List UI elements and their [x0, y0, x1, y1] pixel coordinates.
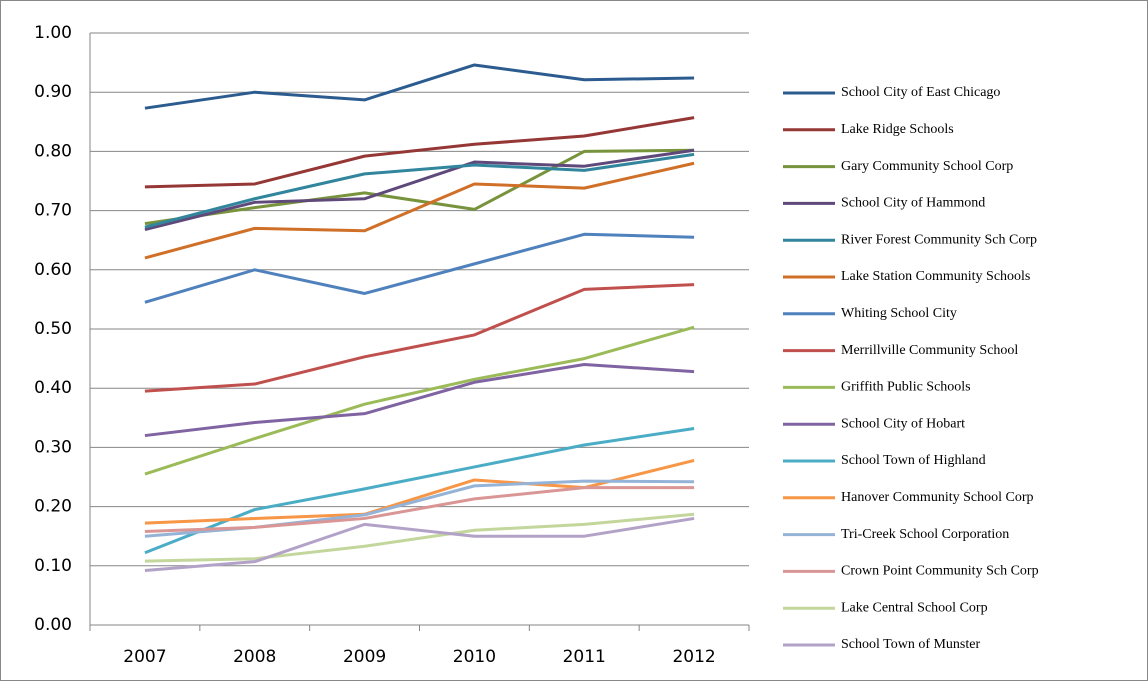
x-tick-label: 2007: [123, 647, 166, 667]
legend-label: School City of East Chicago: [841, 85, 1000, 100]
legend-label: River Forest Community Sch Corp: [841, 232, 1037, 247]
y-tick-label: 0.10: [34, 556, 72, 576]
series-line: [144, 325, 695, 476]
legend-label: Gary Community School Corp: [841, 159, 1013, 174]
y-tick-label: 1.00: [34, 23, 72, 43]
y-tick-label: 0.50: [34, 319, 72, 339]
y-tick-label: 0.40: [34, 378, 72, 398]
legend-label: School City of Hammond: [841, 196, 985, 211]
series-line: [144, 116, 695, 189]
y-tick-label: 0.00: [34, 615, 72, 635]
legend-label: Griffith Public Schools: [841, 380, 971, 395]
series-line: [144, 148, 695, 226]
legend-label: Crown Point Community Sch Corp: [841, 564, 1039, 579]
series-line: [144, 363, 695, 438]
legend-label: Merrillville Community School: [841, 343, 1018, 358]
legend-label: School Town of Munster: [841, 637, 980, 652]
series-line: [144, 232, 695, 304]
y-tick-label: 0.90: [34, 82, 72, 102]
series-line: [144, 512, 695, 563]
legend-label: Hanover Community School Corp: [841, 490, 1034, 505]
legend-label: School Town of Highland: [841, 453, 986, 468]
series-line: [144, 63, 695, 110]
series-line: [144, 283, 695, 393]
legend-label: Whiting School City: [841, 306, 957, 321]
x-tick-label: 2008: [233, 647, 276, 667]
series-line: [144, 486, 695, 533]
series-line: [144, 426, 695, 555]
series-line: [144, 148, 695, 231]
y-tick-label: 0.80: [34, 141, 72, 161]
x-tick-label: 2011: [563, 647, 606, 667]
legend-label: Tri-Creek School Corporation: [841, 527, 1009, 542]
x-tick-label: 2012: [672, 647, 715, 667]
legend-label: Lake Ridge Schools: [841, 122, 954, 137]
series-line: [144, 152, 695, 229]
legend-label: School City of Hobart: [841, 416, 965, 431]
x-tick-label: 2009: [343, 647, 386, 667]
y-tick-label: 0.60: [34, 260, 72, 280]
y-tick-label: 0.70: [34, 201, 72, 221]
legend-label: Lake Central School Corp: [841, 600, 988, 615]
series-line: [144, 161, 695, 260]
x-tick-label: 2010: [453, 647, 496, 667]
series-line: [144, 458, 695, 525]
series-line: [144, 516, 695, 573]
y-tick-label: 0.20: [34, 497, 72, 517]
legend-label: Lake Station Community Schools: [841, 269, 1030, 284]
y-tick-label: 0.30: [34, 437, 72, 457]
